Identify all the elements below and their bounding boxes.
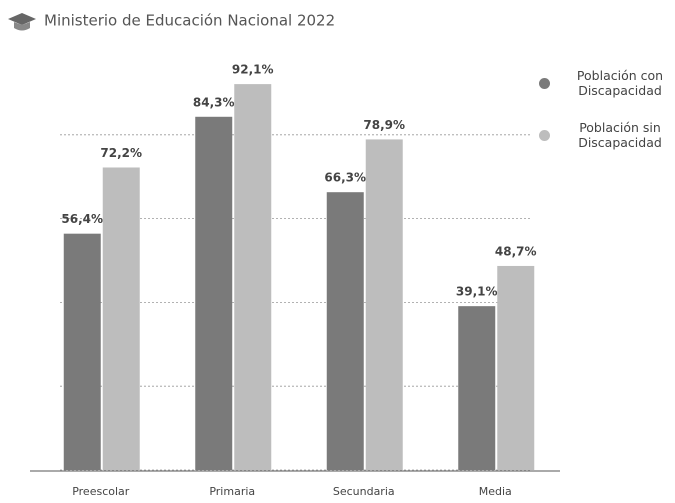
bar [365, 139, 403, 470]
x-tick-label: Media [479, 485, 512, 498]
value-label: 84,3% [193, 95, 235, 109]
legend-label: Población con Discapacidad [576, 68, 664, 98]
bar [326, 192, 364, 470]
legend-label: Población sin Discapacidad [578, 120, 662, 150]
title-icon [8, 13, 36, 31]
bar [102, 167, 140, 470]
x-tick-label: Secundaria [333, 485, 395, 498]
value-label: 39,1% [456, 285, 498, 299]
chart-title: Ministerio de Educación Nacional 2022 [44, 12, 335, 30]
bar [63, 233, 101, 470]
value-label: 66,3% [324, 171, 366, 185]
x-tick-label: Preescolar [72, 485, 130, 498]
value-label: 48,7% [495, 244, 537, 258]
value-label: 72,2% [100, 146, 142, 160]
bar [195, 116, 233, 471]
bar [497, 265, 535, 470]
bar [234, 84, 272, 470]
value-label: 56,4% [61, 212, 103, 226]
value-label: 92,1% [232, 63, 274, 77]
bar [458, 306, 496, 470]
legend-swatch [539, 78, 550, 89]
legend-swatch [539, 130, 550, 141]
value-label: 78,9% [363, 118, 405, 132]
x-tick-label: Primaria [209, 485, 255, 498]
